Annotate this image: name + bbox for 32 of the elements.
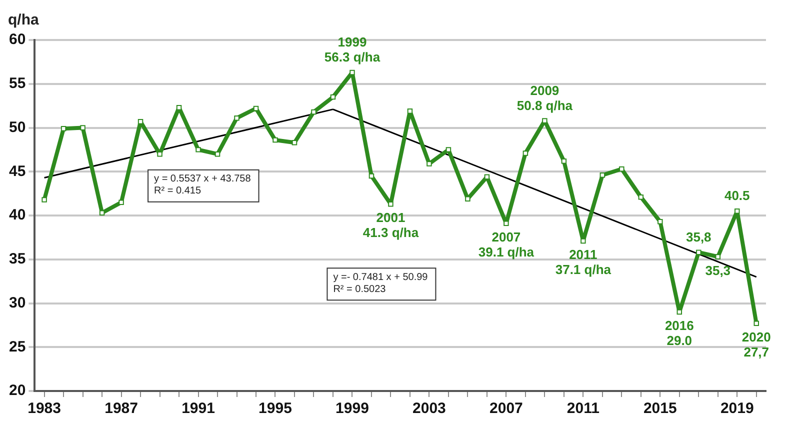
x-tick-label: 2015: [643, 400, 677, 418]
annotation: y = 0.5537 x + 43.758 R² = 0.415: [154, 174, 252, 197]
x-tick-label: 1999: [336, 400, 369, 418]
x-tick-label: 2019: [720, 400, 754, 418]
x-tick-label: 2007: [490, 400, 523, 418]
y-tick-label: 45: [8, 162, 26, 180]
annotation: 35,8: [686, 229, 712, 244]
annotation: 1999 56.3 q/ha: [324, 34, 381, 65]
x-tick-label: 1991: [182, 400, 215, 418]
y-tick-label: 55: [8, 75, 26, 92]
x-tick-label: 1995: [258, 400, 292, 418]
x-tick-label: 1983: [28, 400, 61, 418]
y-tick-label: 20: [8, 382, 26, 400]
annotation: 2020 27,7: [742, 330, 771, 360]
y-tick-label: 60: [8, 31, 26, 48]
annotation: 2007 39.1 q/ha: [478, 229, 535, 260]
y-axis-title: q/ha: [8, 12, 40, 29]
annotation: y =- 0.7481 x + 50.99 R² = 0.5023: [333, 272, 428, 295]
annotation: 35,3: [705, 262, 731, 278]
x-tick-label: 1987: [104, 400, 138, 418]
annotation: 2009 50.8 q/ha: [516, 82, 574, 113]
y-tick-label: 25: [8, 338, 26, 356]
y-tick-label: 35: [8, 250, 26, 268]
annotation: 2001 41.3 q/ha: [362, 210, 420, 240]
x-tick-label: 2003: [412, 400, 446, 418]
y-tick-label: 30: [8, 294, 26, 312]
y-tick-label: 40: [8, 206, 26, 224]
annotation: 40.5: [724, 188, 750, 204]
y-tick-label: 50: [8, 118, 26, 136]
x-tick-label: 2011: [566, 400, 600, 418]
annotation: 2016 29.0: [664, 318, 694, 348]
annotation: 2011 37.1 q/ha: [555, 247, 612, 278]
